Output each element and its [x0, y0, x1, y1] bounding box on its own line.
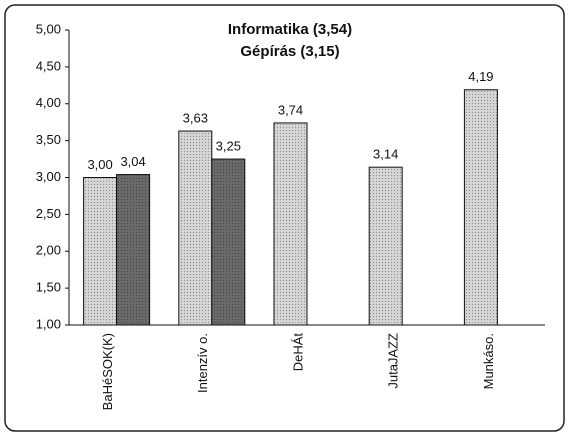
data-label: 3,04: [120, 154, 145, 169]
bar-texture: [83, 177, 117, 325]
y-tick-label: 3,00: [36, 169, 61, 184]
data-label: 3,25: [216, 139, 241, 154]
chart-title: Informatika (3,54): [228, 21, 352, 38]
x-tick-label: Intenzív o.: [195, 333, 210, 393]
y-tick-label: 4,50: [36, 58, 61, 73]
x-tick-label: DeHÁt: [290, 333, 305, 372]
y-tick-label: 5,00: [36, 21, 61, 36]
y-tick-label: 2,50: [36, 206, 61, 221]
bar-texture: [464, 89, 498, 325]
bar-texture: [116, 174, 150, 325]
y-tick-label: 1,50: [36, 280, 61, 295]
chart-subtitle: Gépírás (3,15): [240, 43, 339, 60]
bar-texture: [178, 131, 212, 325]
data-label: 3,14: [373, 147, 398, 162]
x-tick-label: Munkáso.: [481, 333, 496, 389]
data-label: 4,19: [468, 69, 493, 84]
bar-texture: [369, 167, 403, 325]
y-tick-label: 1,00: [36, 316, 61, 331]
x-tick-label: JutaJAZZ: [386, 333, 401, 389]
data-label: 3,63: [183, 110, 208, 125]
bar-texture: [274, 122, 307, 325]
y-tick-label: 3,50: [36, 132, 61, 147]
y-tick-label: 4,00: [36, 95, 61, 110]
data-label: 3,74: [278, 102, 303, 117]
x-tick-label: BaHéSOK(K): [100, 333, 115, 410]
bar-texture: [211, 159, 245, 325]
y-tick-label: 2,00: [36, 243, 61, 258]
data-label: 3,00: [87, 157, 112, 172]
